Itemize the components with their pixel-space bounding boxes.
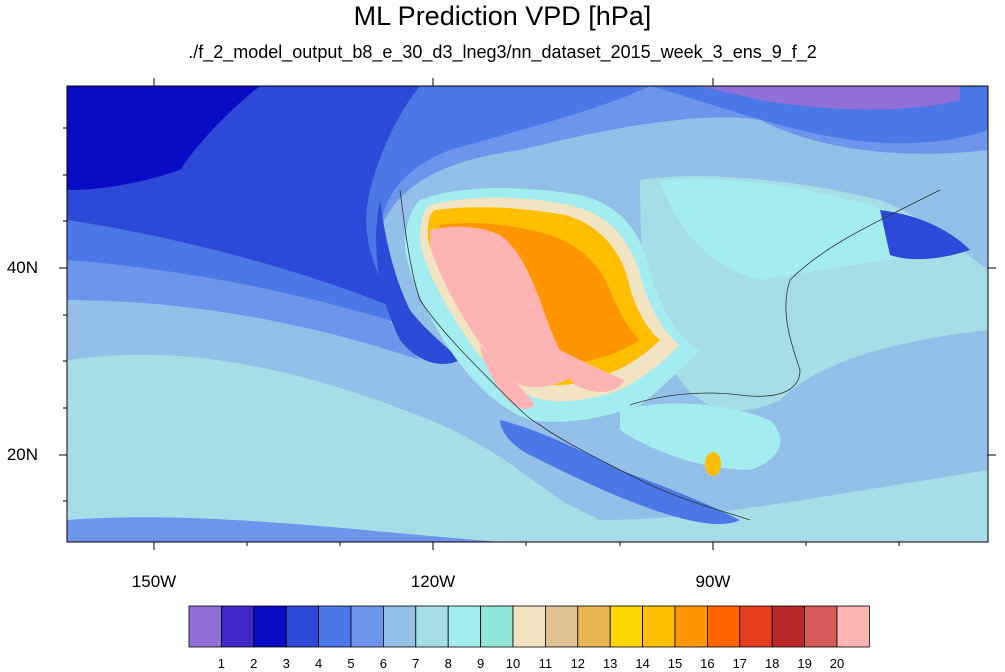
colorbar-swatch xyxy=(771,605,806,648)
colorbar-swatch xyxy=(707,605,741,648)
field-west-20 xyxy=(430,226,575,387)
colorbar-label: 17 xyxy=(732,656,748,671)
field-mexico xyxy=(500,420,740,525)
lon-label-150w: 150W xyxy=(131,572,177,591)
colorbar-label: 1 xyxy=(217,656,225,671)
colorbar xyxy=(188,605,870,648)
field-coast xyxy=(376,200,460,364)
colorbar-swatch xyxy=(512,605,546,648)
field-gulf xyxy=(620,403,781,470)
colorbar-label: 2 xyxy=(250,656,258,671)
colorbar-label: 20 xyxy=(829,656,845,671)
field-ne-purple xyxy=(700,86,960,110)
colorbar-swatch xyxy=(447,605,482,648)
colorbar-swatch xyxy=(609,605,644,648)
colorbar-label: 19 xyxy=(797,656,812,671)
colorbar-label: 5 xyxy=(347,656,355,671)
lon-ticks xyxy=(153,78,900,550)
colorbar-swatch xyxy=(642,605,676,648)
colorbar-label: 8 xyxy=(444,656,452,671)
field-hotspot xyxy=(705,452,721,476)
lon-label-90w: 90W xyxy=(695,572,731,591)
colorbar-swatch xyxy=(836,605,870,648)
colorbar-label: 15 xyxy=(667,656,683,671)
colorbar-label: 12 xyxy=(570,656,586,671)
colorbar-swatch xyxy=(253,605,287,648)
colorbar-label: 18 xyxy=(764,656,780,671)
colorbar-label: 14 xyxy=(635,656,650,671)
colorbar-swatch xyxy=(318,605,352,648)
colorbar-label: 10 xyxy=(505,656,521,671)
field-band-3 xyxy=(67,86,260,190)
field-sonora xyxy=(560,350,625,392)
chart-title: ML Prediction VPD [hPa] xyxy=(353,1,652,31)
colorbar-swatch xyxy=(188,605,222,648)
colorbar-label: 13 xyxy=(602,656,618,671)
colorbar-label: 9 xyxy=(476,656,485,671)
colorbar-label: 4 xyxy=(314,656,323,671)
colorbar-swatch xyxy=(577,605,611,648)
chart-subtitle: ./f_2_model_output_b8_e_30_d3_lneg3/nn_d… xyxy=(188,42,817,62)
colorbar-swatch xyxy=(545,605,579,648)
field-ne-us xyxy=(660,178,930,280)
lon-label-120w: 120W xyxy=(410,572,456,591)
colorbar-label: 7 xyxy=(412,656,420,671)
lat-label-40n: 40N xyxy=(6,258,38,277)
coastline xyxy=(399,189,941,521)
colorbar-label: 16 xyxy=(700,656,715,671)
colorbar-label: 6 xyxy=(379,656,387,671)
map-field xyxy=(67,86,988,542)
plot-frame xyxy=(66,85,989,543)
colorbar-swatch xyxy=(674,605,708,648)
colorbar-swatch xyxy=(739,605,773,648)
colorbar-swatch xyxy=(382,605,417,648)
colorbar-label: 3 xyxy=(282,656,290,671)
colorbar-swatch xyxy=(480,605,514,648)
field-tropical xyxy=(67,354,988,542)
colorbar-swatch xyxy=(415,605,449,648)
colorbar-swatch xyxy=(804,605,838,648)
field-baja xyxy=(480,345,535,410)
field-nova-scotia xyxy=(880,210,970,260)
colorbar-swatch xyxy=(285,605,320,648)
lat-label-20n: 20N xyxy=(6,445,38,464)
lat-ticks xyxy=(59,127,996,502)
colorbar-swatch xyxy=(220,605,255,648)
colorbar-swatch xyxy=(350,605,384,648)
colorbar-label: 11 xyxy=(538,656,553,671)
field-south-band xyxy=(67,517,500,542)
